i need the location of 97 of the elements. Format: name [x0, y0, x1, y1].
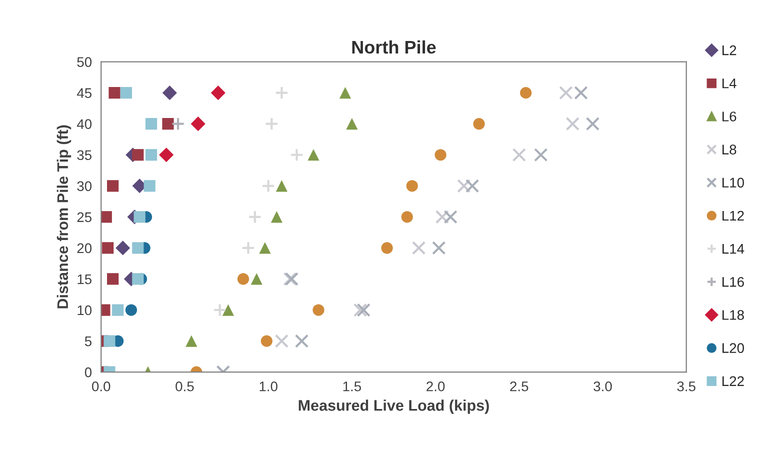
point — [473, 118, 485, 130]
x-tick-label: 0.5 — [176, 381, 194, 392]
legend-label: L18 — [722, 310, 744, 320]
point — [261, 179, 276, 193]
legend-label: L6 — [722, 112, 736, 122]
legend-label: L14 — [722, 244, 744, 254]
point — [132, 273, 144, 285]
x-tick-label: 1.5 — [343, 382, 361, 392]
point — [444, 210, 458, 224]
point — [308, 149, 320, 161]
point — [432, 241, 446, 255]
point — [435, 210, 450, 224]
y-tick-label: 15 — [78, 274, 92, 284]
legend-label: L16 — [722, 276, 744, 287]
point — [339, 87, 352, 99]
point — [412, 241, 426, 255]
x-tick-label: 2.5 — [510, 381, 528, 392]
point — [222, 304, 234, 316]
y-axis-title: Distance from Pile Tip (ft) — [56, 125, 72, 308]
y-tick-label: 45 — [76, 88, 92, 98]
point — [144, 180, 156, 192]
x-tick-label: 3.5 — [677, 381, 696, 392]
point — [112, 304, 124, 316]
legend-label: L12 — [722, 210, 744, 221]
point — [125, 304, 138, 316]
y-tick-label: 20 — [77, 243, 92, 254]
point — [566, 116, 580, 131]
point — [260, 335, 272, 347]
y-tick-label: 30 — [77, 181, 92, 192]
point — [145, 149, 158, 161]
point — [346, 118, 358, 130]
point — [276, 180, 288, 192]
point — [457, 179, 471, 193]
point — [250, 273, 262, 285]
y-tick-label: 35 — [77, 150, 92, 160]
point — [406, 180, 418, 192]
point — [120, 87, 132, 99]
y-tick-label: 10 — [78, 305, 92, 316]
point — [465, 179, 480, 193]
point — [107, 273, 119, 285]
point — [520, 87, 532, 99]
y-tick-label: 5 — [84, 336, 92, 346]
y-tick-label: 40 — [76, 119, 92, 130]
point — [401, 211, 413, 223]
x-tick-label: 2.0 — [426, 381, 445, 392]
point — [104, 335, 116, 347]
point — [132, 242, 144, 254]
point — [186, 335, 198, 347]
point — [274, 334, 289, 348]
y-tick-label: 50 — [77, 57, 92, 67]
legend-label: L8 — [722, 144, 736, 154]
point — [145, 118, 158, 130]
point — [434, 149, 446, 161]
chart-title: North Pile — [352, 40, 436, 54]
point — [586, 116, 600, 131]
point — [574, 86, 588, 100]
point — [132, 149, 144, 161]
point — [264, 116, 279, 131]
legend-label: L22 — [722, 376, 744, 386]
y-tick-label: 0 — [84, 367, 92, 378]
point — [107, 180, 119, 192]
point — [102, 242, 114, 254]
point — [159, 148, 174, 162]
legend-label: L10 — [722, 178, 744, 188]
point — [171, 116, 185, 131]
point — [237, 273, 250, 285]
point — [212, 303, 227, 317]
point — [274, 86, 289, 100]
legend-label: L2 — [722, 45, 736, 56]
point — [101, 211, 112, 223]
point — [294, 334, 309, 348]
point — [512, 148, 526, 162]
point — [190, 116, 206, 132]
x-tick-label: 0.0 — [92, 381, 110, 392]
point — [559, 86, 573, 100]
point — [248, 210, 262, 224]
point — [381, 242, 393, 254]
point — [210, 86, 226, 100]
point — [534, 148, 548, 162]
x-axis-title: Measured Live Load (kips) — [298, 400, 489, 414]
point — [116, 240, 130, 256]
point — [241, 241, 256, 255]
point — [134, 211, 146, 223]
point — [108, 87, 120, 99]
point — [162, 86, 177, 100]
point — [259, 242, 271, 254]
point — [270, 211, 282, 223]
legend-label: L20 — [722, 343, 744, 354]
x-tick-label: 1.0 — [260, 381, 278, 392]
point — [312, 304, 324, 316]
point — [162, 118, 174, 130]
legend-label: L4 — [722, 78, 736, 88]
y-tick-label: 25 — [77, 212, 92, 222]
x-tick-label: 3.0 — [594, 381, 612, 392]
point — [290, 148, 304, 162]
point — [353, 303, 368, 317]
point — [356, 303, 370, 317]
